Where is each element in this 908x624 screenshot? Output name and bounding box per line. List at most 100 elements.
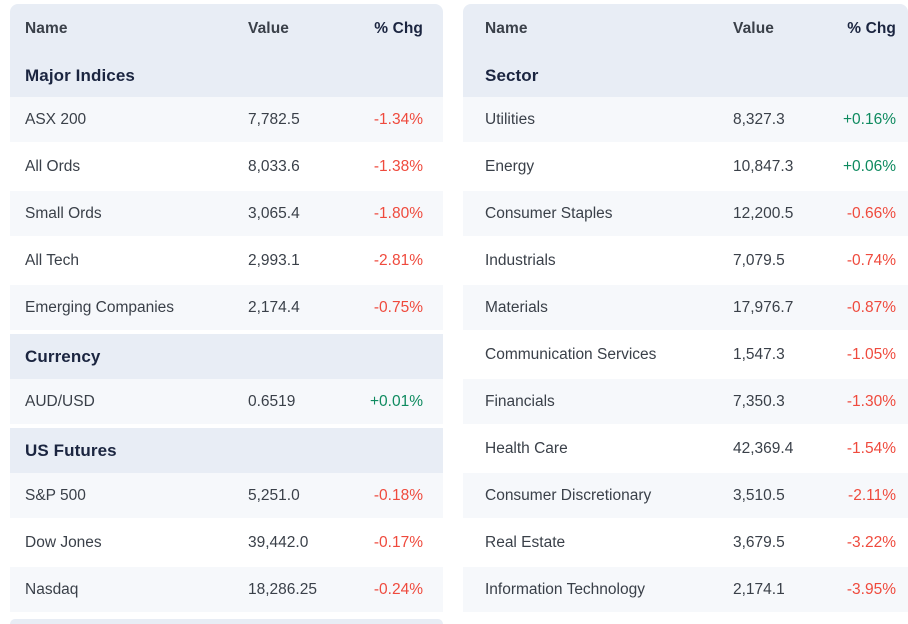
row-value: 3,065.4	[248, 204, 300, 222]
row-name: Emerging Companies	[25, 298, 175, 316]
table-row[interactable]: Real Estate 3,679.5 -3.22%	[463, 520, 908, 567]
table-row[interactable]: AUD/USD 0.6519 +0.01%	[10, 379, 443, 426]
row-name: All Tech	[25, 251, 79, 269]
row-value: 39,442.0	[248, 533, 309, 551]
row-name: AUD/USD	[25, 392, 95, 410]
row-name: Nasdaq	[25, 580, 79, 598]
row-pct-change: -0.74%	[846, 251, 896, 269]
table-row[interactable]: S&P 500 5,251.0 -0.18%	[10, 473, 443, 520]
table-row[interactable]: ASX 200 7,782.5 -1.34%	[10, 97, 443, 144]
row-pct-change: +0.01%	[369, 392, 423, 410]
row-value: 3,510.5	[733, 486, 785, 504]
column-header-row: Name Value % Chg	[463, 4, 908, 54]
row-name: Information Technology	[485, 580, 645, 598]
row-value: 0.6519	[248, 392, 296, 410]
row-pct-change: -0.24%	[373, 580, 423, 598]
row-name: Real Estate	[485, 533, 566, 551]
row-pct-change: -3.22%	[846, 533, 896, 551]
row-name: Small Ords	[25, 204, 102, 222]
column-header-value: Value	[733, 20, 774, 37]
row-value: 5,251.0	[248, 486, 300, 504]
row-value: 10,847.3	[733, 157, 794, 175]
table-header-block: Name Value % Chg Major Indices	[10, 4, 443, 97]
column-header-row: Name Value % Chg	[10, 4, 443, 54]
sectors-table: Name Value % Chg Sector Utilities 8,327.3 +0.1…	[463, 4, 908, 624]
column-header-pct-chg: % Chg	[847, 20, 896, 37]
row-value: 12,200.5	[733, 204, 794, 222]
partial-next-section-edge	[10, 619, 443, 624]
row-name: Consumer Discretionary	[485, 486, 652, 504]
row-pct-change: -3.95%	[846, 580, 896, 598]
row-name: Materials	[485, 298, 548, 316]
table-row[interactable]: Materials 17,976.7 -0.87%	[463, 285, 908, 332]
row-value: 1,547.3	[733, 345, 785, 363]
row-pct-change: -2.11%	[848, 486, 896, 504]
row-pct-change: -0.87%	[846, 298, 896, 316]
row-value: 17,976.7	[733, 298, 794, 316]
row-value: 2,174.1	[733, 580, 785, 598]
section-title: US Futures	[25, 440, 117, 460]
row-name: Dow Jones	[25, 533, 102, 551]
column-header-name: Name	[485, 20, 528, 37]
table-header-block: Name Value % Chg Sector	[463, 4, 908, 97]
table-row[interactable]: Emerging Companies 2,174.4 -0.75%	[10, 285, 443, 332]
row-pct-change: -1.05%	[846, 345, 896, 363]
row-pct-change: +0.16%	[842, 110, 896, 128]
table-row[interactable]: Industrials 7,079.5 -0.74%	[463, 238, 908, 285]
section-header-row: Major Indices	[10, 54, 443, 97]
row-name: Health Care	[485, 439, 568, 457]
row-pct-change: -1.30%	[846, 392, 896, 410]
section-title: Major Indices	[25, 65, 135, 85]
row-pct-change: +0.06%	[842, 157, 896, 175]
row-name: Energy	[485, 157, 535, 175]
column-header-name: Name	[25, 20, 68, 37]
table-row[interactable]: Nasdaq 18,286.25 -0.24%	[10, 567, 443, 614]
row-value: 18,286.25	[248, 580, 317, 598]
row-value: 8,033.6	[248, 157, 300, 175]
row-pct-change: -2.81%	[373, 251, 423, 269]
row-pct-change: -1.80%	[373, 204, 423, 222]
row-pct-change: -1.34%	[373, 110, 423, 128]
table-row[interactable]: All Ords 8,033.6 -1.38%	[10, 144, 443, 191]
row-pct-change: -0.17%	[373, 533, 423, 551]
row-name: Industrials	[485, 251, 556, 269]
row-pct-change: -1.38%	[373, 157, 423, 175]
table-row[interactable]: All Tech 2,993.1 -2.81%	[10, 238, 443, 285]
row-name: Communication Services	[485, 345, 657, 363]
row-value: 2,174.4	[248, 298, 300, 316]
row-name: S&P 500	[25, 486, 86, 504]
row-name: Consumer Staples	[485, 204, 613, 222]
column-header-pct-chg: % Chg	[374, 20, 423, 37]
section-header-row: US Futures	[10, 428, 443, 473]
row-pct-change: -0.75%	[373, 298, 423, 316]
table-row[interactable]: Communication Services 1,547.3 -1.05%	[463, 332, 908, 379]
section-header-row: Sector	[463, 54, 908, 97]
section-title: Sector	[485, 65, 539, 85]
row-name: ASX 200	[25, 110, 87, 128]
section-header-row: Currency	[10, 334, 443, 379]
table-row[interactable]: Small Ords 3,065.4 -1.80%	[10, 191, 443, 238]
indices-table: Name Value % Chg Major Indices ASX 200 7,782.…	[10, 4, 443, 624]
table-row[interactable]: Dow Jones 39,442.0 -0.17%	[10, 520, 443, 567]
row-name: Utilities	[485, 110, 535, 128]
row-name: All Ords	[25, 157, 81, 175]
row-value: 7,782.5	[248, 110, 300, 128]
table-row[interactable]: Consumer Staples 12,200.5 -0.66%	[463, 191, 908, 238]
table-row[interactable]: Utilities 8,327.3 +0.16%	[463, 97, 908, 144]
column-header-value: Value	[248, 20, 289, 37]
section-title: Currency	[25, 346, 101, 366]
row-value: 2,993.1	[248, 251, 300, 269]
row-pct-change: -0.18%	[373, 486, 423, 504]
row-name: Financials	[485, 392, 555, 410]
table-row[interactable]: Health Care 42,369.4 -1.54%	[463, 426, 908, 473]
row-pct-change: -0.66%	[846, 204, 896, 222]
table-row[interactable]: Information Technology 2,174.1 -3.95%	[463, 567, 908, 614]
row-value: 42,369.4	[733, 439, 794, 457]
table-row[interactable]: Consumer Discretionary 3,510.5 -2.11%	[463, 473, 908, 520]
row-value: 8,327.3	[733, 110, 785, 128]
table-row[interactable]: Financials 7,350.3 -1.30%	[463, 379, 908, 426]
row-value: 3,679.5	[733, 533, 785, 551]
row-value: 7,350.3	[733, 392, 785, 410]
table-row[interactable]: Energy 10,847.3 +0.06%	[463, 144, 908, 191]
